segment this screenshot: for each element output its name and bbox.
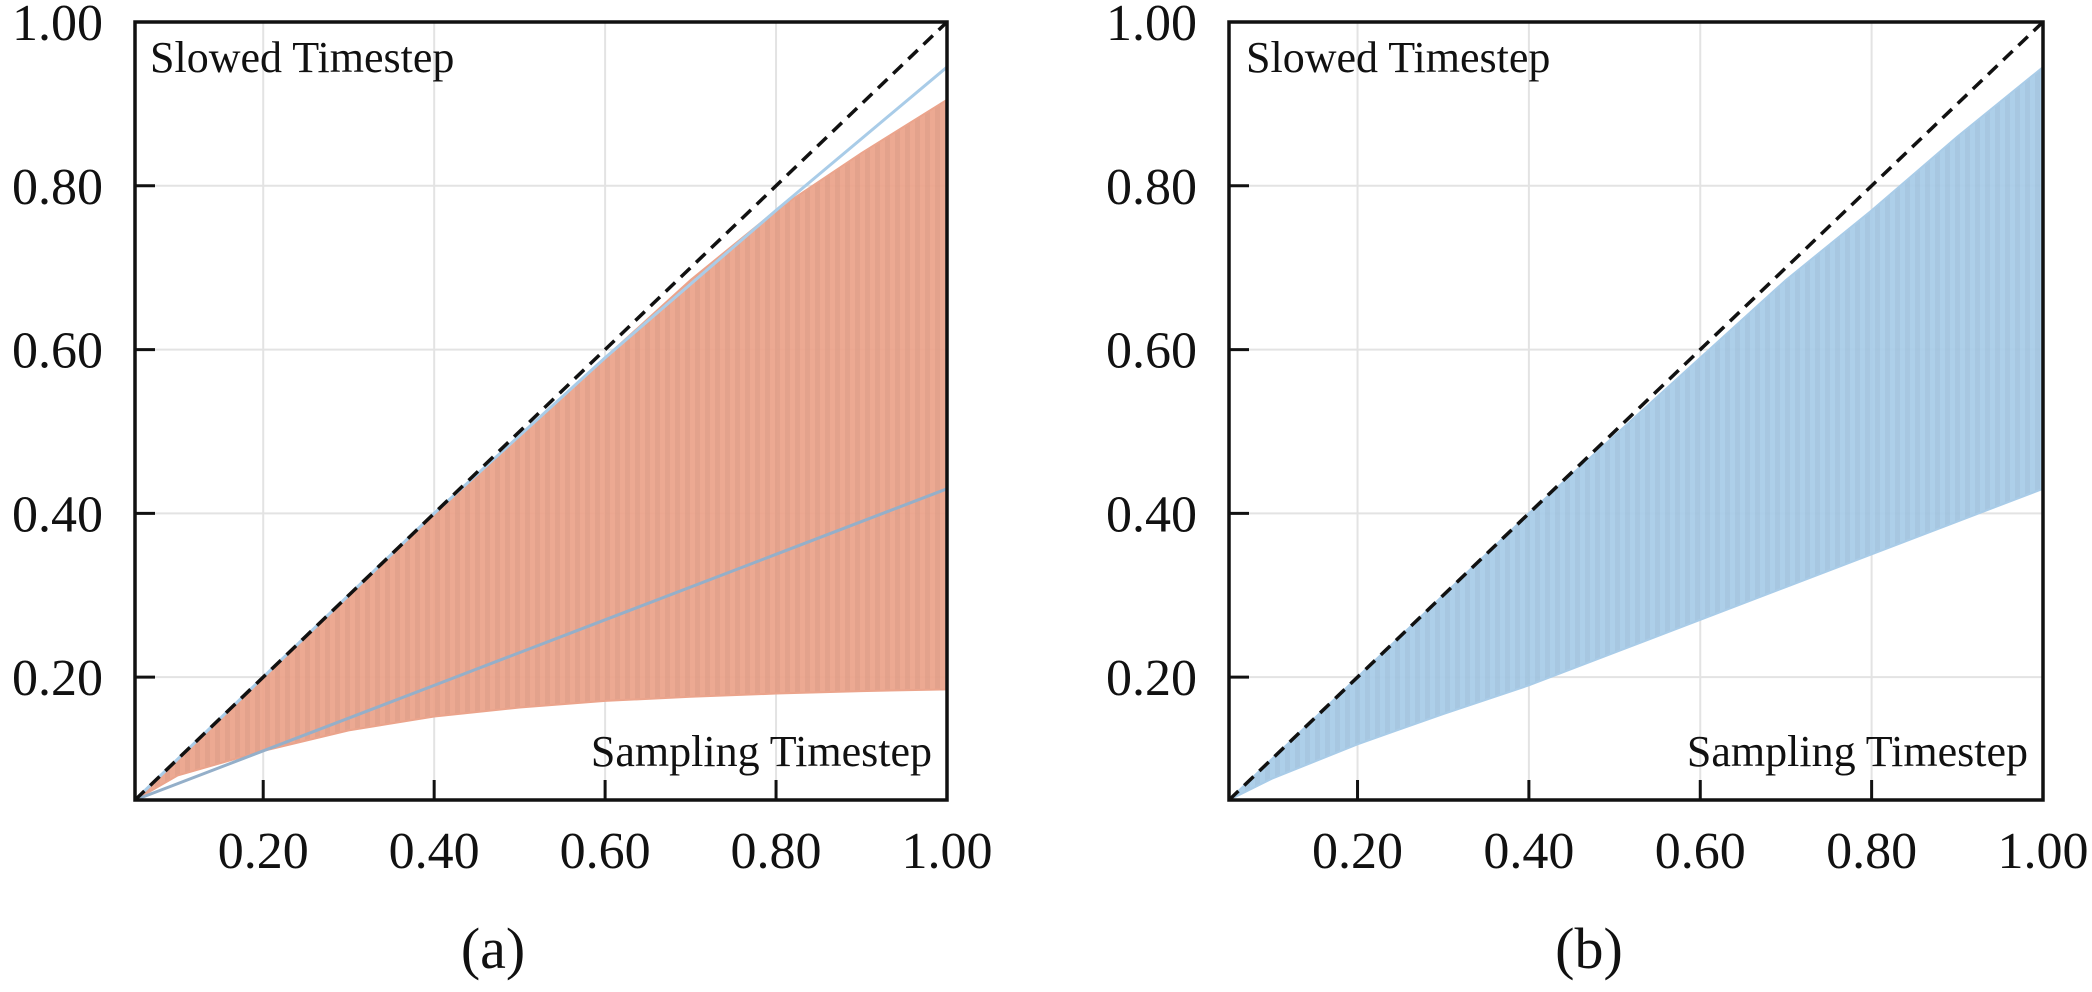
x-tick-label: 0.20: [218, 823, 309, 880]
y-tick-label: 0.80: [1106, 159, 1197, 216]
orange-band: [134, 97, 948, 801]
sampling-timestep-label: Sampling Timestep: [1687, 727, 2028, 776]
sampling-timestep-label: Sampling Timestep: [591, 727, 932, 776]
y-tick-label: 0.40: [12, 486, 103, 543]
x-tick-label: 0.80: [731, 823, 822, 880]
y-tick-label: 0.40: [1106, 486, 1197, 543]
blue-band: [1228, 64, 2044, 801]
y-tick-label: 0.60: [12, 323, 103, 380]
y-tick-label: 1.00: [1106, 0, 1197, 52]
x-tick-label: 0.20: [1312, 823, 1403, 880]
x-tick-label: 0.60: [560, 823, 651, 880]
slowed-timestep-label: Slowed Timestep: [1246, 33, 1550, 82]
y-tick-label: 0.80: [12, 159, 103, 216]
panel-caption: (b): [1555, 916, 1623, 981]
slowed-timestep-label: Slowed Timestep: [150, 33, 454, 82]
panel-b: 0.20 0.40 0.60 0.80 1.00 0.20 0.40 0.60 0.80 1.00…: [1106, 0, 2089, 981]
y-tick-label: 0.20: [1106, 650, 1197, 707]
axes-frame: [1227, 20, 2045, 802]
x-tick-label: 0.60: [1655, 823, 1746, 880]
x-tick-label: 0.40: [1483, 823, 1574, 880]
y-tick-label: 1.00: [12, 0, 103, 52]
panel-caption: (a): [461, 916, 525, 981]
y-tick-label: 0.20: [12, 650, 103, 707]
blue-lower-line: [134, 487, 948, 802]
panel-a: 0.20 0.40 0.60 0.80 1.00 0.20 0.40 0.60 0.80 1.00…: [12, 0, 993, 981]
y-tick-label: 0.60: [1106, 323, 1197, 380]
x-tick-label: 0.40: [389, 823, 480, 880]
x-tick-label: 1.00: [902, 823, 993, 880]
axes-frame: [133, 20, 949, 802]
x-tick-label: 1.00: [1998, 823, 2089, 880]
x-tick-label: 0.80: [1826, 823, 1917, 880]
